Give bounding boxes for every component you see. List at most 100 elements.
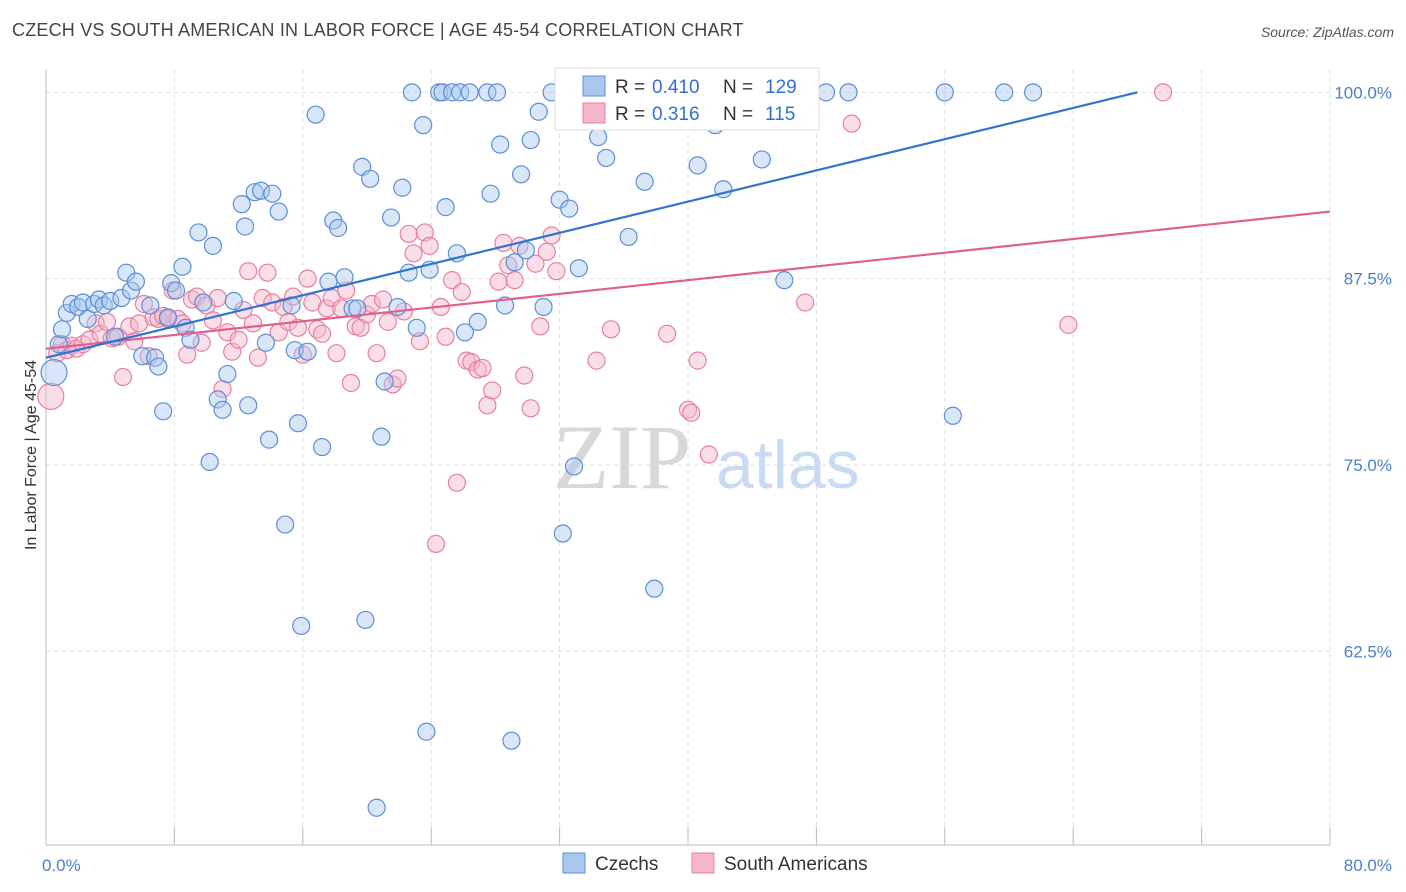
czechs-point: [292, 616, 311, 636]
czechs-point: [645, 579, 664, 598]
czechs-point: [407, 318, 426, 337]
south-americans-point: [678, 400, 698, 419]
czechs-point: [564, 457, 584, 476]
czechs-point: [502, 731, 521, 750]
south-americans-point: [699, 445, 718, 464]
czechs-point: [455, 323, 475, 342]
stats-box: R = 0.410 N = 129 R = 0.316 N = 115: [554, 67, 820, 131]
south-americans-r-label: R =: [615, 104, 645, 125]
czechs-point: [943, 406, 962, 425]
south-americans-point: [253, 288, 272, 308]
y-axis-title: In Labor Force | Age 45-54: [23, 360, 40, 550]
czechs-point: [158, 308, 178, 327]
south-americans-point: [192, 333, 211, 352]
south-americans-point: [682, 403, 701, 422]
czechs-point: [194, 293, 213, 312]
south-americans-point: [526, 254, 545, 273]
czechs-point: [839, 83, 858, 102]
south-americans-point: [37, 382, 65, 410]
czechs-point: [218, 364, 237, 384]
czechs-point: [306, 105, 325, 124]
south-americans-n-value: 115: [765, 104, 795, 125]
south-americans-stats-swatch: [582, 102, 606, 124]
czechs-point: [298, 342, 317, 361]
south-americans-point: [1059, 315, 1078, 334]
czechs-point: [288, 414, 308, 433]
axes: [45, 70, 1331, 846]
czechs-point: [560, 199, 579, 218]
czechs-point: [312, 437, 332, 457]
source-label: Source: ZipAtlas.com: [1260, 24, 1394, 40]
czechs-point: [487, 83, 507, 102]
czechs-point: [49, 335, 68, 354]
czechs-point: [752, 150, 771, 169]
y-tick-label: 75.0%: [1344, 456, 1392, 475]
south-americans-point: [415, 223, 434, 242]
y-tick-label: 87.5%: [1344, 270, 1392, 289]
legend-south-americans-label: South Americans: [724, 854, 868, 875]
czechs-point: [995, 83, 1014, 102]
czechs-point: [276, 515, 295, 534]
czechs-point: [263, 184, 282, 203]
south-americans-point: [327, 344, 346, 363]
south-americans-point: [842, 114, 861, 133]
south-americans-point: [447, 473, 466, 492]
south-americans-point: [515, 366, 534, 385]
tick-labels: 100.0% 87.5% 75.0% 62.5% 0.0% 80.0%: [42, 83, 1392, 875]
legend-czechs-swatch: [562, 852, 586, 874]
south-americans-point: [537, 242, 556, 261]
czechs-point: [688, 156, 707, 175]
trend-lines: [45, 91, 1331, 359]
czechs-point: [553, 524, 572, 543]
south-americans-point: [658, 324, 677, 343]
south-americans-point: [317, 299, 336, 318]
czechs-point: [381, 208, 401, 227]
czechs-point: [460, 83, 479, 102]
czechs-point: [251, 181, 271, 200]
czechs-point: [269, 202, 288, 221]
south-americans-point: [462, 353, 481, 372]
czechs-point: [40, 358, 68, 387]
czechs-point: [166, 281, 186, 300]
watermark-zip: ZIP: [553, 406, 691, 508]
south-americans-point: [243, 314, 263, 333]
south-americans-point: [531, 317, 550, 336]
czechs-point: [112, 288, 131, 308]
czechs-n-value: 129: [765, 77, 797, 98]
south-americans-point: [489, 272, 508, 291]
czechs-point: [468, 312, 487, 331]
south-americans-point: [312, 324, 332, 343]
czechs-point: [597, 148, 616, 168]
south-americans-point: [239, 262, 258, 281]
y-tick-label: 62.5%: [1344, 642, 1392, 661]
legend-czechs-label: Czechs: [595, 854, 658, 875]
czechs-point: [481, 184, 500, 203]
south-americans-point: [298, 269, 317, 288]
czechs-point: [235, 217, 255, 236]
gridlines: [46, 70, 1331, 845]
czechs-point: [121, 281, 141, 300]
south-americans-point: [426, 534, 446, 554]
czechs-point: [200, 452, 219, 472]
czechs-point: [329, 218, 348, 238]
south-americans-point: [420, 236, 439, 255]
legend-south-americans-swatch: [691, 852, 715, 874]
south-americans-point: [367, 344, 386, 363]
watermark-atlas: atlas: [716, 427, 860, 503]
south-americans-point: [404, 244, 423, 263]
czechs-point: [361, 169, 380, 188]
legend: Czechs South Americans: [562, 852, 868, 875]
czechs-point: [154, 402, 173, 421]
czechs-point: [393, 178, 412, 197]
south-americans-point: [378, 312, 397, 331]
czechs-n-label: N =: [723, 77, 753, 98]
czechs-point: [505, 253, 524, 272]
y-tick-label: 100.0%: [1334, 83, 1392, 102]
czechs-point: [433, 83, 452, 102]
south-americans-r-value: 0.316: [652, 104, 700, 125]
czechs-point: [388, 297, 407, 317]
czechs-point: [589, 127, 608, 147]
czechs-point: [126, 272, 145, 291]
south-americans-point: [473, 358, 492, 378]
south-americans-point: [796, 293, 815, 312]
